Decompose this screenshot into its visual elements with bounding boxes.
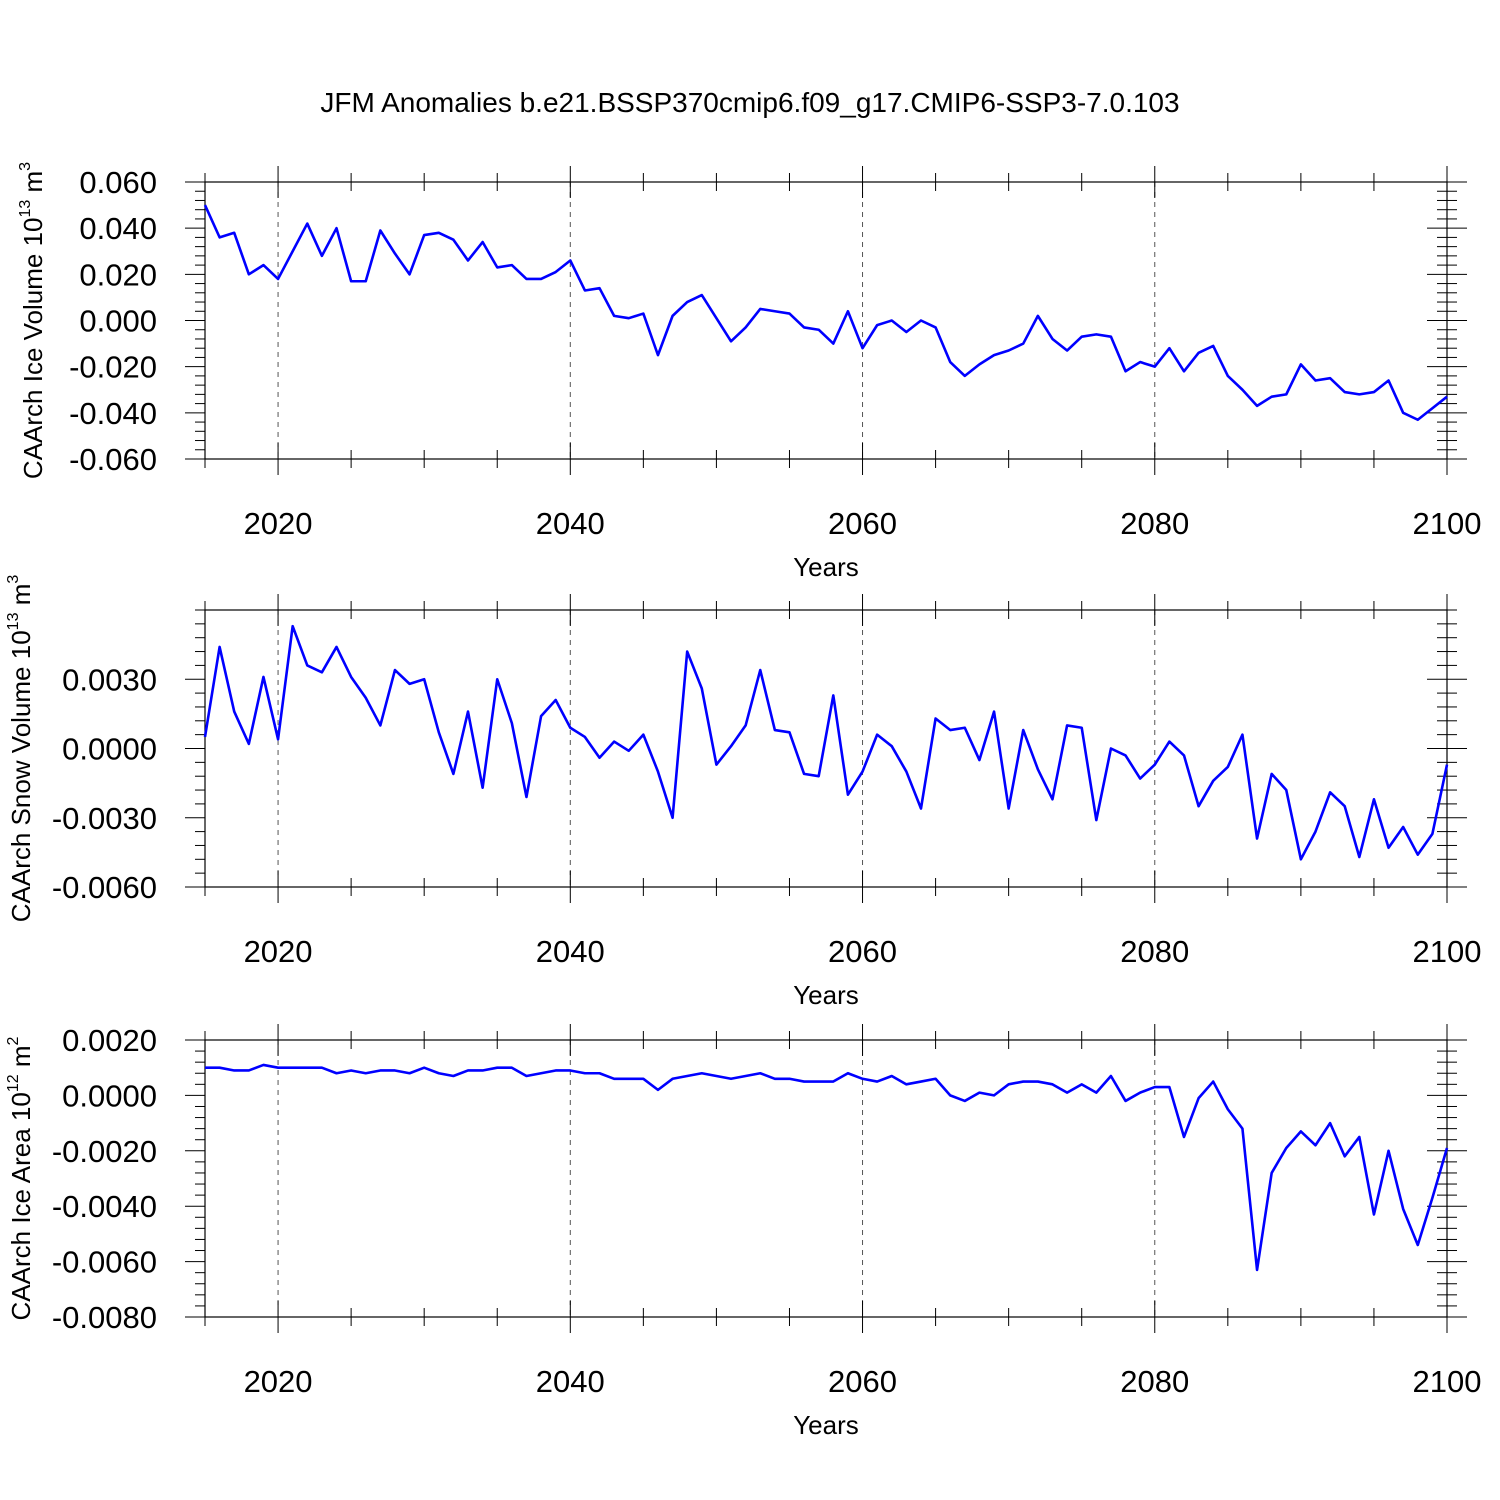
series-line <box>203 204 1448 422</box>
plot-frame <box>204 181 1448 460</box>
y-tick-label: 0.0020 <box>62 1023 157 1058</box>
y-tick-label: -0.0020 <box>52 1134 157 1169</box>
y-tick-label: -0.060 <box>69 442 157 477</box>
plot-frame <box>204 609 1448 888</box>
series-line <box>205 1063 1449 1272</box>
x-tick-label: 2060 <box>828 934 897 969</box>
y-tick-label: -0.0080 <box>52 1300 157 1335</box>
x-tick-label: 2020 <box>244 934 313 969</box>
y-tick-label: -0.0060 <box>52 1245 157 1280</box>
x-tick-label: 2040 <box>536 1364 605 1399</box>
y-tick-label: 0.020 <box>79 257 157 292</box>
x-tick-label: 2060 <box>828 506 897 541</box>
y-axis-label: CAArch Ice Area 1012 m2 <box>5 1036 36 1320</box>
x-tick-label: 2060 <box>828 1364 897 1399</box>
panel-3: 0.0020 0.0000 -0.0020 -0.0040 -0.0060 -0.0080… <box>5 1023 1481 1440</box>
x-tick-label: 2100 <box>1413 934 1482 969</box>
y-tick-label: -0.0060 <box>52 870 157 905</box>
y-tick-label: 0.060 <box>79 165 157 200</box>
x-tick-label: 2080 <box>1120 506 1189 541</box>
y-tick-label: -0.0040 <box>52 1189 157 1224</box>
x-tick-label: 2080 <box>1120 934 1189 969</box>
y-tick-label: -0.0030 <box>52 801 157 836</box>
y-tick-label: 0.0030 <box>62 662 157 697</box>
y-tick-label: 0.0000 <box>62 732 157 767</box>
y-axis-label: CAArch Ice Volume 1013 m3 <box>17 162 48 479</box>
y-tick-label: 0.040 <box>79 211 157 246</box>
plot-frame <box>204 1039 1448 1318</box>
x-tick-label: 2020 <box>244 1364 313 1399</box>
x-tick-label: 2100 <box>1413 1364 1482 1399</box>
series-line <box>203 624 1449 861</box>
x-tick-label: 2040 <box>536 506 605 541</box>
x-tick-label: 2020 <box>244 506 313 541</box>
y-tick-label: -0.020 <box>69 350 157 385</box>
y-tick-label: 0.0000 <box>62 1078 157 1113</box>
panels: 0.060 0.040 0.020 0.000 -0.020 -0.040 -0.060 20… <box>5 162 1481 1440</box>
chart-title: JFM Anomalies b.e21.BSSP370cmip6.f09_g17… <box>320 87 1179 118</box>
y-axis-label: CAArch Snow Volume 1013 m3 <box>5 575 36 923</box>
x-tick-label: 2080 <box>1120 1364 1189 1399</box>
x-axis-label: Years <box>793 1410 859 1440</box>
x-tick-label: 2100 <box>1413 506 1482 541</box>
y-tick-label: -0.040 <box>69 396 157 431</box>
y-tick-label: 0.000 <box>79 304 157 339</box>
panel-1: 0.060 0.040 0.020 0.000 -0.020 -0.040 -0.060 20… <box>17 162 1481 582</box>
x-axis-label: Years <box>793 980 859 1010</box>
panel-2: 0.0030 0.0000 -0.0030 -0.0060 2020 2040 2060 20… <box>5 575 1481 1010</box>
x-tick-label: 2040 <box>536 934 605 969</box>
x-axis-label: Years <box>793 552 859 582</box>
